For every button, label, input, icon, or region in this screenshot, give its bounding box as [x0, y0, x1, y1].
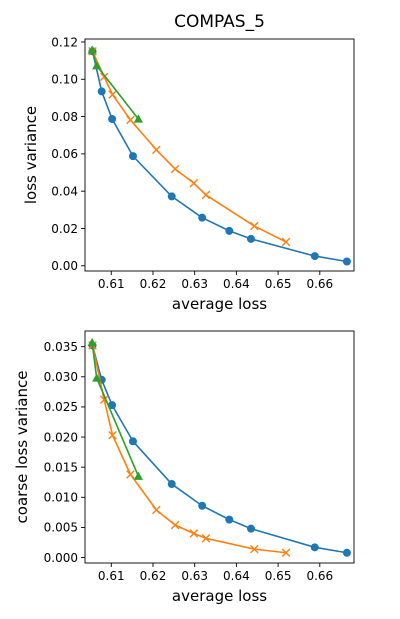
top-plot-loss-variance: 0.61 0.62 0.63 0.64 0.65 0.66 0.00 0.02 0.04 0.06…	[22, 12, 355, 313]
data-point	[250, 544, 259, 554]
data-point	[97, 87, 106, 96]
series-line	[91, 49, 140, 120]
y-tick-label: 0.005	[44, 521, 78, 535]
data-point	[201, 190, 211, 200]
data-point	[133, 471, 143, 480]
chart-title: COMPAS_5	[174, 12, 265, 32]
x-tick-label: 0.65	[265, 277, 292, 291]
data-point	[189, 178, 199, 188]
series-triangle	[87, 337, 143, 480]
y-tick-label: 0.020	[44, 430, 78, 444]
series-circle	[88, 341, 351, 557]
x-tick-label: 0.61	[98, 277, 125, 291]
x-tick-label: 0.63	[181, 569, 208, 583]
y-tick-label: 0.015	[44, 460, 78, 474]
x-tick-label: 0.63	[181, 277, 208, 291]
data-point	[170, 164, 180, 174]
x-tick-label: 0.61	[98, 569, 125, 583]
bottom-plot-coarse-loss-variance: 0.61 0.62 0.63 0.64 0.65 0.66 0.000 0.005 0.010 0…	[13, 330, 355, 605]
y-tick-label: 0.06	[51, 147, 78, 161]
data-point	[310, 252, 319, 261]
data-point	[152, 145, 161, 155]
data-point	[225, 515, 234, 524]
axes-frame	[84, 330, 355, 564]
data-point	[92, 61, 102, 70]
x-tick-label: 0.62	[140, 569, 167, 583]
series-line	[91, 345, 287, 554]
data-point	[108, 401, 117, 410]
y-tick-label: 0.08	[51, 110, 78, 124]
data-point	[108, 90, 117, 99]
data-point	[198, 213, 207, 222]
y-tick-label: 0.02	[51, 222, 78, 236]
x-axis-label: average loss	[172, 295, 267, 313]
data-point	[189, 529, 199, 538]
data-point	[281, 548, 291, 558]
series-line	[91, 51, 348, 263]
data-point	[92, 373, 102, 382]
x-tick-label: 0.66	[306, 569, 333, 583]
data-point	[201, 533, 211, 543]
data-point	[342, 257, 351, 266]
data-point	[281, 237, 291, 247]
data-point	[133, 114, 143, 123]
data-point	[225, 226, 234, 235]
x-tick-label: 0.66	[306, 277, 333, 291]
series-circle	[88, 47, 351, 266]
series-line	[91, 50, 287, 243]
y-tick-label: 0.10	[51, 73, 78, 87]
data-point	[246, 524, 255, 533]
x-tick-label: 0.62	[140, 277, 167, 291]
y-tick-label: 0.00	[51, 259, 78, 273]
x-tick-label: 0.65	[265, 569, 292, 583]
y-axis-label: loss variance	[22, 106, 40, 204]
data-point	[128, 152, 137, 161]
data-point	[167, 480, 176, 489]
data-point	[198, 501, 207, 510]
y-tick-label: 0.035	[44, 340, 78, 354]
data-point	[87, 45, 97, 54]
data-point	[126, 470, 135, 479]
data-point	[342, 548, 351, 557]
y-tick-label: 0.010	[44, 491, 78, 505]
y-tick-label: 0.025	[44, 400, 78, 414]
y-axis-label: coarse loss variance	[13, 371, 31, 524]
x-tick-label: 0.64	[223, 277, 250, 291]
y-tick-label: 0.000	[44, 551, 78, 565]
data-point	[310, 543, 319, 552]
series-triangle	[87, 45, 143, 123]
data-point	[250, 221, 259, 231]
data-point	[152, 505, 161, 515]
x-axis-label: average loss	[172, 587, 267, 605]
series-x	[88, 341, 291, 558]
data-point	[108, 430, 117, 440]
y-tick-label: 0.04	[51, 184, 78, 198]
y-tick-label: 0.12	[51, 35, 78, 49]
y-tick-label: 0.030	[44, 370, 78, 384]
series-line	[91, 345, 348, 554]
x-tick-label: 0.64	[223, 569, 250, 583]
data-point	[167, 192, 176, 201]
data-point	[246, 234, 255, 243]
data-point	[128, 437, 137, 446]
data-point	[126, 115, 135, 125]
data-point	[170, 520, 180, 530]
data-point	[108, 115, 117, 124]
axes-frame	[84, 38, 355, 272]
data-point	[87, 337, 97, 347]
series-x	[88, 47, 291, 247]
